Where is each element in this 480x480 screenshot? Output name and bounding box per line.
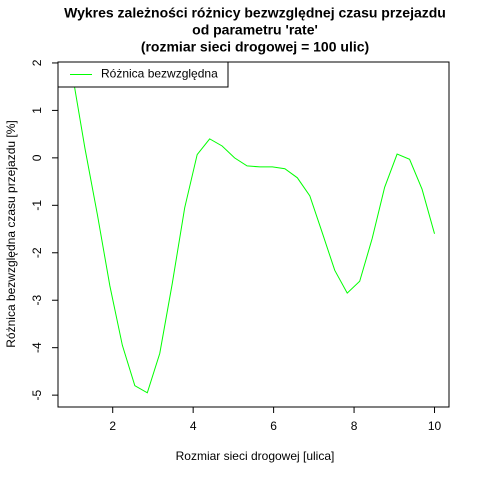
- y-axis-label: Różnica bezwzględna czasu przejazdu [%]: [4, 120, 18, 347]
- y-tick-label: -1: [30, 200, 44, 211]
- plot-box: [57, 61, 450, 408]
- x-tick-label: 4: [190, 419, 197, 433]
- y-tick-label: -2: [30, 247, 44, 258]
- chart-title: Wykres zależności różnicy bezwzględnej c…: [64, 5, 446, 21]
- y-tick-label: -5: [30, 389, 44, 400]
- x-tick-label: 2: [109, 419, 116, 433]
- data-line: [71, 74, 436, 394]
- x-axis-label: Rozmiar sieci drogowej [ulica]: [176, 449, 335, 463]
- y-tick-label: -3: [30, 295, 44, 306]
- x-tick-label: 6: [270, 419, 277, 433]
- y-tick-label: -4: [30, 342, 44, 353]
- legend-label: Różnica bezwzględna: [101, 67, 218, 81]
- x-tick-label: 8: [351, 419, 358, 433]
- chart-subtitle: (rozmiar sieci drogowej = 100 ulic): [141, 39, 369, 55]
- y-tick-label: 1: [30, 107, 44, 114]
- x-tick-label: 10: [428, 419, 442, 433]
- y-tick-label: 0: [30, 154, 44, 161]
- chart-subtitle: od parametru 'rate': [192, 22, 318, 38]
- y-tick-label: 2: [30, 59, 44, 66]
